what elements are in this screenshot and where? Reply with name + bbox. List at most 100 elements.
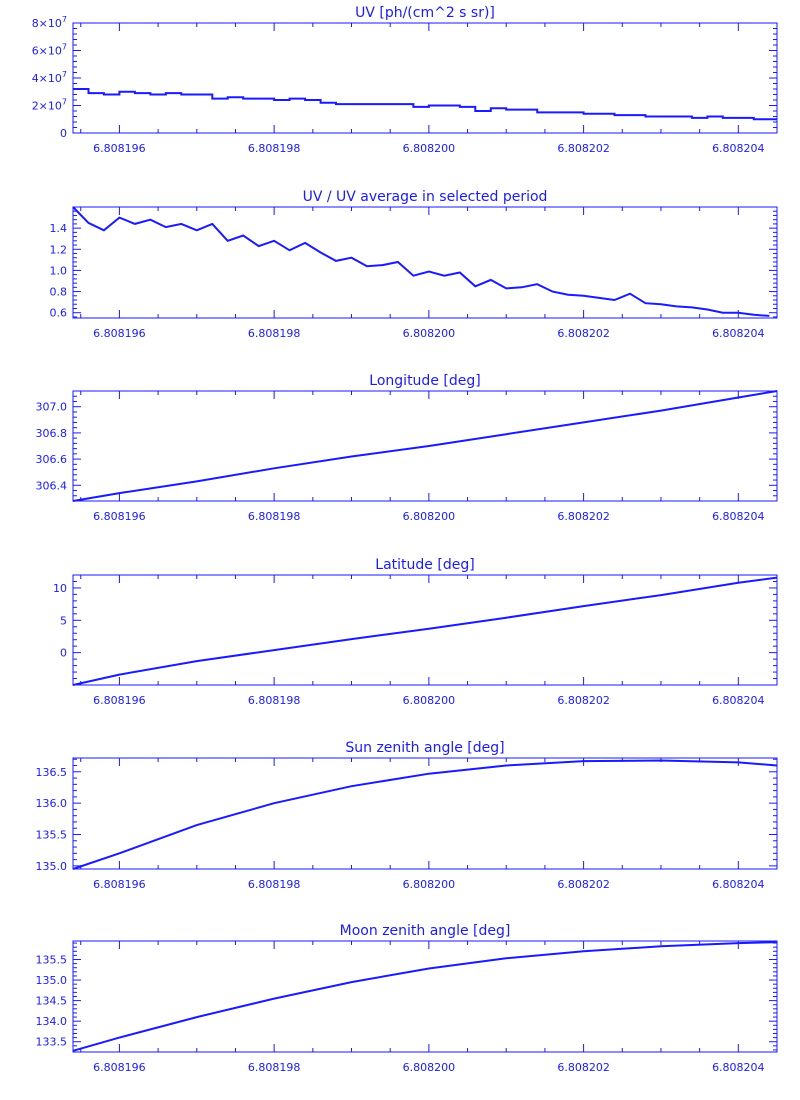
y-tick-base: 307.0 xyxy=(36,401,68,414)
y-tick-label: 1.2 xyxy=(50,243,68,256)
y-tick-base: 0 xyxy=(60,647,67,660)
chart-panel-2: UV / UV average in selected period 6.8081… xyxy=(50,189,778,340)
y-tick-base: 8×10 xyxy=(32,17,62,30)
y-tick-label: 306.6 xyxy=(36,453,68,466)
y-tick-label: 135.5 xyxy=(36,954,68,967)
y-tick-label: 1.4 xyxy=(50,222,68,235)
series-line-1 xyxy=(73,88,777,121)
chart-title: UV / UV average in selected period xyxy=(303,189,548,205)
y-tick-base: 136.0 xyxy=(36,797,68,810)
series-line-1 xyxy=(72,206,770,317)
x-tick-label: 6.808202 xyxy=(557,510,610,523)
y-tick-base: 1.2 xyxy=(50,243,68,256)
y-tick-base: 306.4 xyxy=(36,479,68,492)
plot-frame xyxy=(72,757,778,870)
x-tick-label: 6.808200 xyxy=(403,327,456,340)
y-tick-base: 2×10 xyxy=(32,100,62,113)
x-tick-label: 6.808200 xyxy=(403,142,456,155)
x-tick-label: 6.808196 xyxy=(93,510,146,523)
x-tick-label: 6.808204 xyxy=(712,142,765,155)
y-tick-base: 134.0 xyxy=(36,1015,68,1028)
x-tick-label: 6.808196 xyxy=(93,327,146,340)
x-tick-label: 6.808200 xyxy=(403,510,456,523)
chart-title: Moon zenith angle [deg] xyxy=(340,923,511,939)
y-tick-base: 136.5 xyxy=(36,766,68,779)
y-tick-label: 10 xyxy=(53,582,67,595)
x-tick-label: 6.808196 xyxy=(93,878,146,891)
y-tick-base: 4×10 xyxy=(32,72,62,85)
x-tick-label: 6.808198 xyxy=(248,142,301,155)
x-tick-label: 6.808200 xyxy=(403,694,456,707)
y-tick-label: 136.5 xyxy=(36,766,68,779)
y-tick-label: 135.5 xyxy=(36,829,68,842)
x-tick-label: 6.808204 xyxy=(712,878,765,891)
x-tick-label: 6.808198 xyxy=(248,327,301,340)
x-tick-label: 6.808204 xyxy=(712,327,765,340)
y-tick-base: 306.6 xyxy=(36,453,68,466)
x-tick-label: 6.808198 xyxy=(248,1061,301,1074)
y-tick-label: 2×107 xyxy=(32,98,67,113)
chart-panel-1: UV [ph/(cm^2 s sr)] 6.808196 6.808198 6.808… xyxy=(32,5,778,155)
y-tick-label: 133.5 xyxy=(36,1036,68,1049)
series-line-1 xyxy=(72,576,778,686)
y-tick-base: 134.5 xyxy=(36,995,68,1008)
y-tick-base: 5 xyxy=(60,614,67,627)
y-tick-label: 306.4 xyxy=(36,479,68,492)
plot-frame xyxy=(72,574,778,686)
y-tick-label: 0.6 xyxy=(50,307,68,320)
chart-panel-5: Sun zenith angle [deg] 6.808196 6.808198 6.… xyxy=(36,740,778,891)
y-tick-label: 136.0 xyxy=(36,797,68,810)
x-tick-label: 6.808204 xyxy=(712,510,765,523)
y-tick-label: 134.5 xyxy=(36,995,68,1008)
y-tick-label: 307.0 xyxy=(36,401,68,414)
chart-title: Sun zenith angle [deg] xyxy=(345,740,504,756)
plot-frame xyxy=(72,206,778,319)
y-tick-label: 6×107 xyxy=(32,43,67,58)
chart-title: UV [ph/(cm^2 s sr)] xyxy=(355,5,495,21)
plot-frame xyxy=(72,940,778,1053)
y-tick-base: 0.6 xyxy=(50,307,68,320)
y-tick-exponent: 7 xyxy=(62,15,67,24)
x-tick-label: 6.808196 xyxy=(93,142,146,155)
x-tick-label: 6.808202 xyxy=(557,694,610,707)
x-tick-label: 6.808196 xyxy=(93,1061,146,1074)
x-tick-label: 6.808198 xyxy=(248,694,301,707)
y-tick-base: 10 xyxy=(53,582,67,595)
chart-panel-6: Moon zenith angle [deg] 6.808196 6.808198 6… xyxy=(36,923,778,1074)
y-tick-label: 0 xyxy=(60,647,67,660)
y-tick-base: 0.8 xyxy=(50,286,68,299)
x-tick-label: 6.808202 xyxy=(557,878,610,891)
y-tick-label: 8×107 xyxy=(32,15,67,30)
x-tick-label: 6.808202 xyxy=(557,142,610,155)
y-tick-label: 0.8 xyxy=(50,286,68,299)
x-tick-label: 6.808204 xyxy=(712,694,765,707)
chart-panel-4: Latitude [deg] 6.808196 6.808198 6.808200 6.… xyxy=(53,557,778,707)
series-line-1 xyxy=(72,390,778,502)
x-tick-label: 6.808198 xyxy=(248,510,301,523)
x-tick-label: 6.808196 xyxy=(93,694,146,707)
chart-panel-3: Longitude [deg] 6.808196 6.808198 6.808200 6… xyxy=(36,373,778,523)
y-tick-exponent: 7 xyxy=(62,70,67,79)
y-tick-exponent: 7 xyxy=(62,98,67,107)
chart-title: Longitude [deg] xyxy=(369,373,480,389)
y-tick-base: 135.0 xyxy=(36,974,68,987)
x-tick-label: 6.808198 xyxy=(248,878,301,891)
series-line-1 xyxy=(72,759,778,870)
y-tick-base: 0 xyxy=(60,127,67,140)
y-tick-base: 135.5 xyxy=(36,829,68,842)
y-tick-label: 306.8 xyxy=(36,427,68,440)
y-tick-label: 5 xyxy=(60,614,67,627)
series-line-1 xyxy=(72,941,778,1052)
y-tick-label: 0 xyxy=(60,127,67,140)
x-tick-label: 6.808204 xyxy=(712,1061,765,1074)
plot-frame xyxy=(72,390,778,502)
y-tick-label: 135.0 xyxy=(36,974,68,987)
chart-title: Latitude [deg] xyxy=(375,557,474,573)
y-tick-base: 1.4 xyxy=(50,222,68,235)
x-tick-label: 6.808200 xyxy=(403,878,456,891)
y-tick-base: 135.5 xyxy=(36,954,68,967)
y-tick-exponent: 7 xyxy=(62,43,67,52)
x-tick-label: 6.808202 xyxy=(557,1061,610,1074)
